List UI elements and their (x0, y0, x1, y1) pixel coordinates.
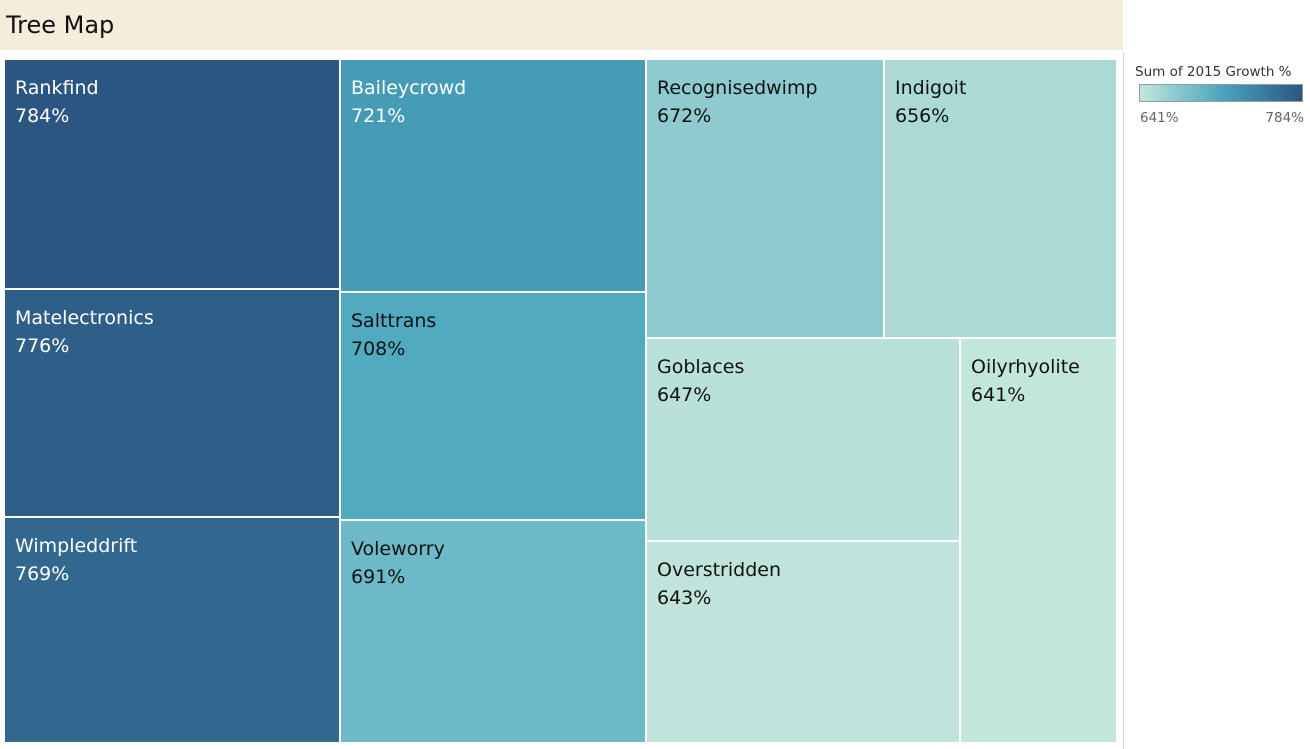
treemap-tile-recognisedwimp[interactable]: Recognisedwimp 672% (647, 60, 885, 339)
tile-value: 769% (15, 563, 70, 585)
treemap-tile-oilyrhyolite[interactable]: Oilyrhyolite 641% (961, 339, 1118, 744)
tile-name: Indigoit (895, 77, 967, 99)
tile-name: Voleworry (351, 538, 445, 560)
tile-value: 647% (657, 384, 712, 406)
tile-value: 643% (657, 587, 712, 609)
treemap-tile-salttrans[interactable]: Salttrans 708% (341, 293, 647, 521)
tile-value: 776% (15, 335, 70, 357)
tile-name: Salttrans (351, 310, 437, 332)
pane-divider (1123, 52, 1124, 749)
tile-value: 691% (351, 566, 406, 588)
page-title: Tree Map (6, 11, 115, 39)
tile-label: Baileycrowd 721% (351, 74, 466, 130)
tile-name: Overstridden (657, 559, 781, 581)
treemap-tile-matelectronics[interactable]: Matelectronics 776% (5, 290, 341, 518)
tile-name: Recognisedwimp (657, 77, 818, 99)
tile-label: Salttrans 708% (351, 307, 436, 363)
tile-name: Goblaces (657, 356, 745, 378)
legend-gradient-bar (1139, 84, 1303, 102)
tile-name: Rankfind (15, 77, 99, 99)
tile-label: Voleworry 691% (351, 535, 445, 591)
treemap-tile-indigoit[interactable]: Indigoit 656% (885, 60, 1118, 339)
tile-label: Indigoit 656% (895, 74, 966, 130)
tile-name: Matelectronics (15, 307, 154, 329)
color-legend: Sum of 2015 Growth % 641% 784% (1134, 64, 1306, 134)
legend-title: Sum of 2015 Growth % (1135, 64, 1292, 80)
tile-value: 641% (971, 384, 1026, 406)
tile-value: 656% (895, 105, 950, 127)
tile-value: 672% (657, 105, 712, 127)
tile-label: Overstridden 643% (657, 556, 781, 612)
tile-label: Goblaces 647% (657, 353, 744, 409)
tile-label: Rankfind 784% (15, 74, 99, 130)
tile-label: Oilyrhyolite 641% (971, 353, 1080, 409)
treemap-tile-wimpleddrift[interactable]: Wimpleddrift 769% (5, 518, 341, 744)
treemap-tile-goblaces[interactable]: Goblaces 647% (647, 339, 961, 542)
tile-name: Wimpleddrift (15, 535, 138, 557)
legend-min-label: 641% (1140, 110, 1179, 126)
tile-label: Recognisedwimp 672% (657, 74, 818, 130)
tile-name: Baileycrowd (351, 77, 467, 99)
treemap-tile-rankfind[interactable]: Rankfind 784% (5, 60, 341, 290)
tile-value: 721% (351, 105, 406, 127)
title-bar: Tree Map (0, 0, 1123, 50)
tile-name: Oilyrhyolite (971, 356, 1080, 378)
treemap-tile-baileycrowd[interactable]: Baileycrowd 721% (341, 60, 647, 293)
treemap-tile-voleworry[interactable]: Voleworry 691% (341, 521, 647, 744)
legend-max-label: 784% (1265, 110, 1304, 126)
treemap-chart: Rankfind 784% Matelectronics 776% Wimpleddri… (5, 60, 1118, 744)
tile-label: Wimpleddrift 769% (15, 532, 137, 588)
treemap-tile-overstridden[interactable]: Overstridden 643% (647, 542, 961, 744)
tile-value: 784% (15, 105, 70, 127)
tile-label: Matelectronics 776% (15, 304, 154, 360)
tile-value: 708% (351, 338, 406, 360)
